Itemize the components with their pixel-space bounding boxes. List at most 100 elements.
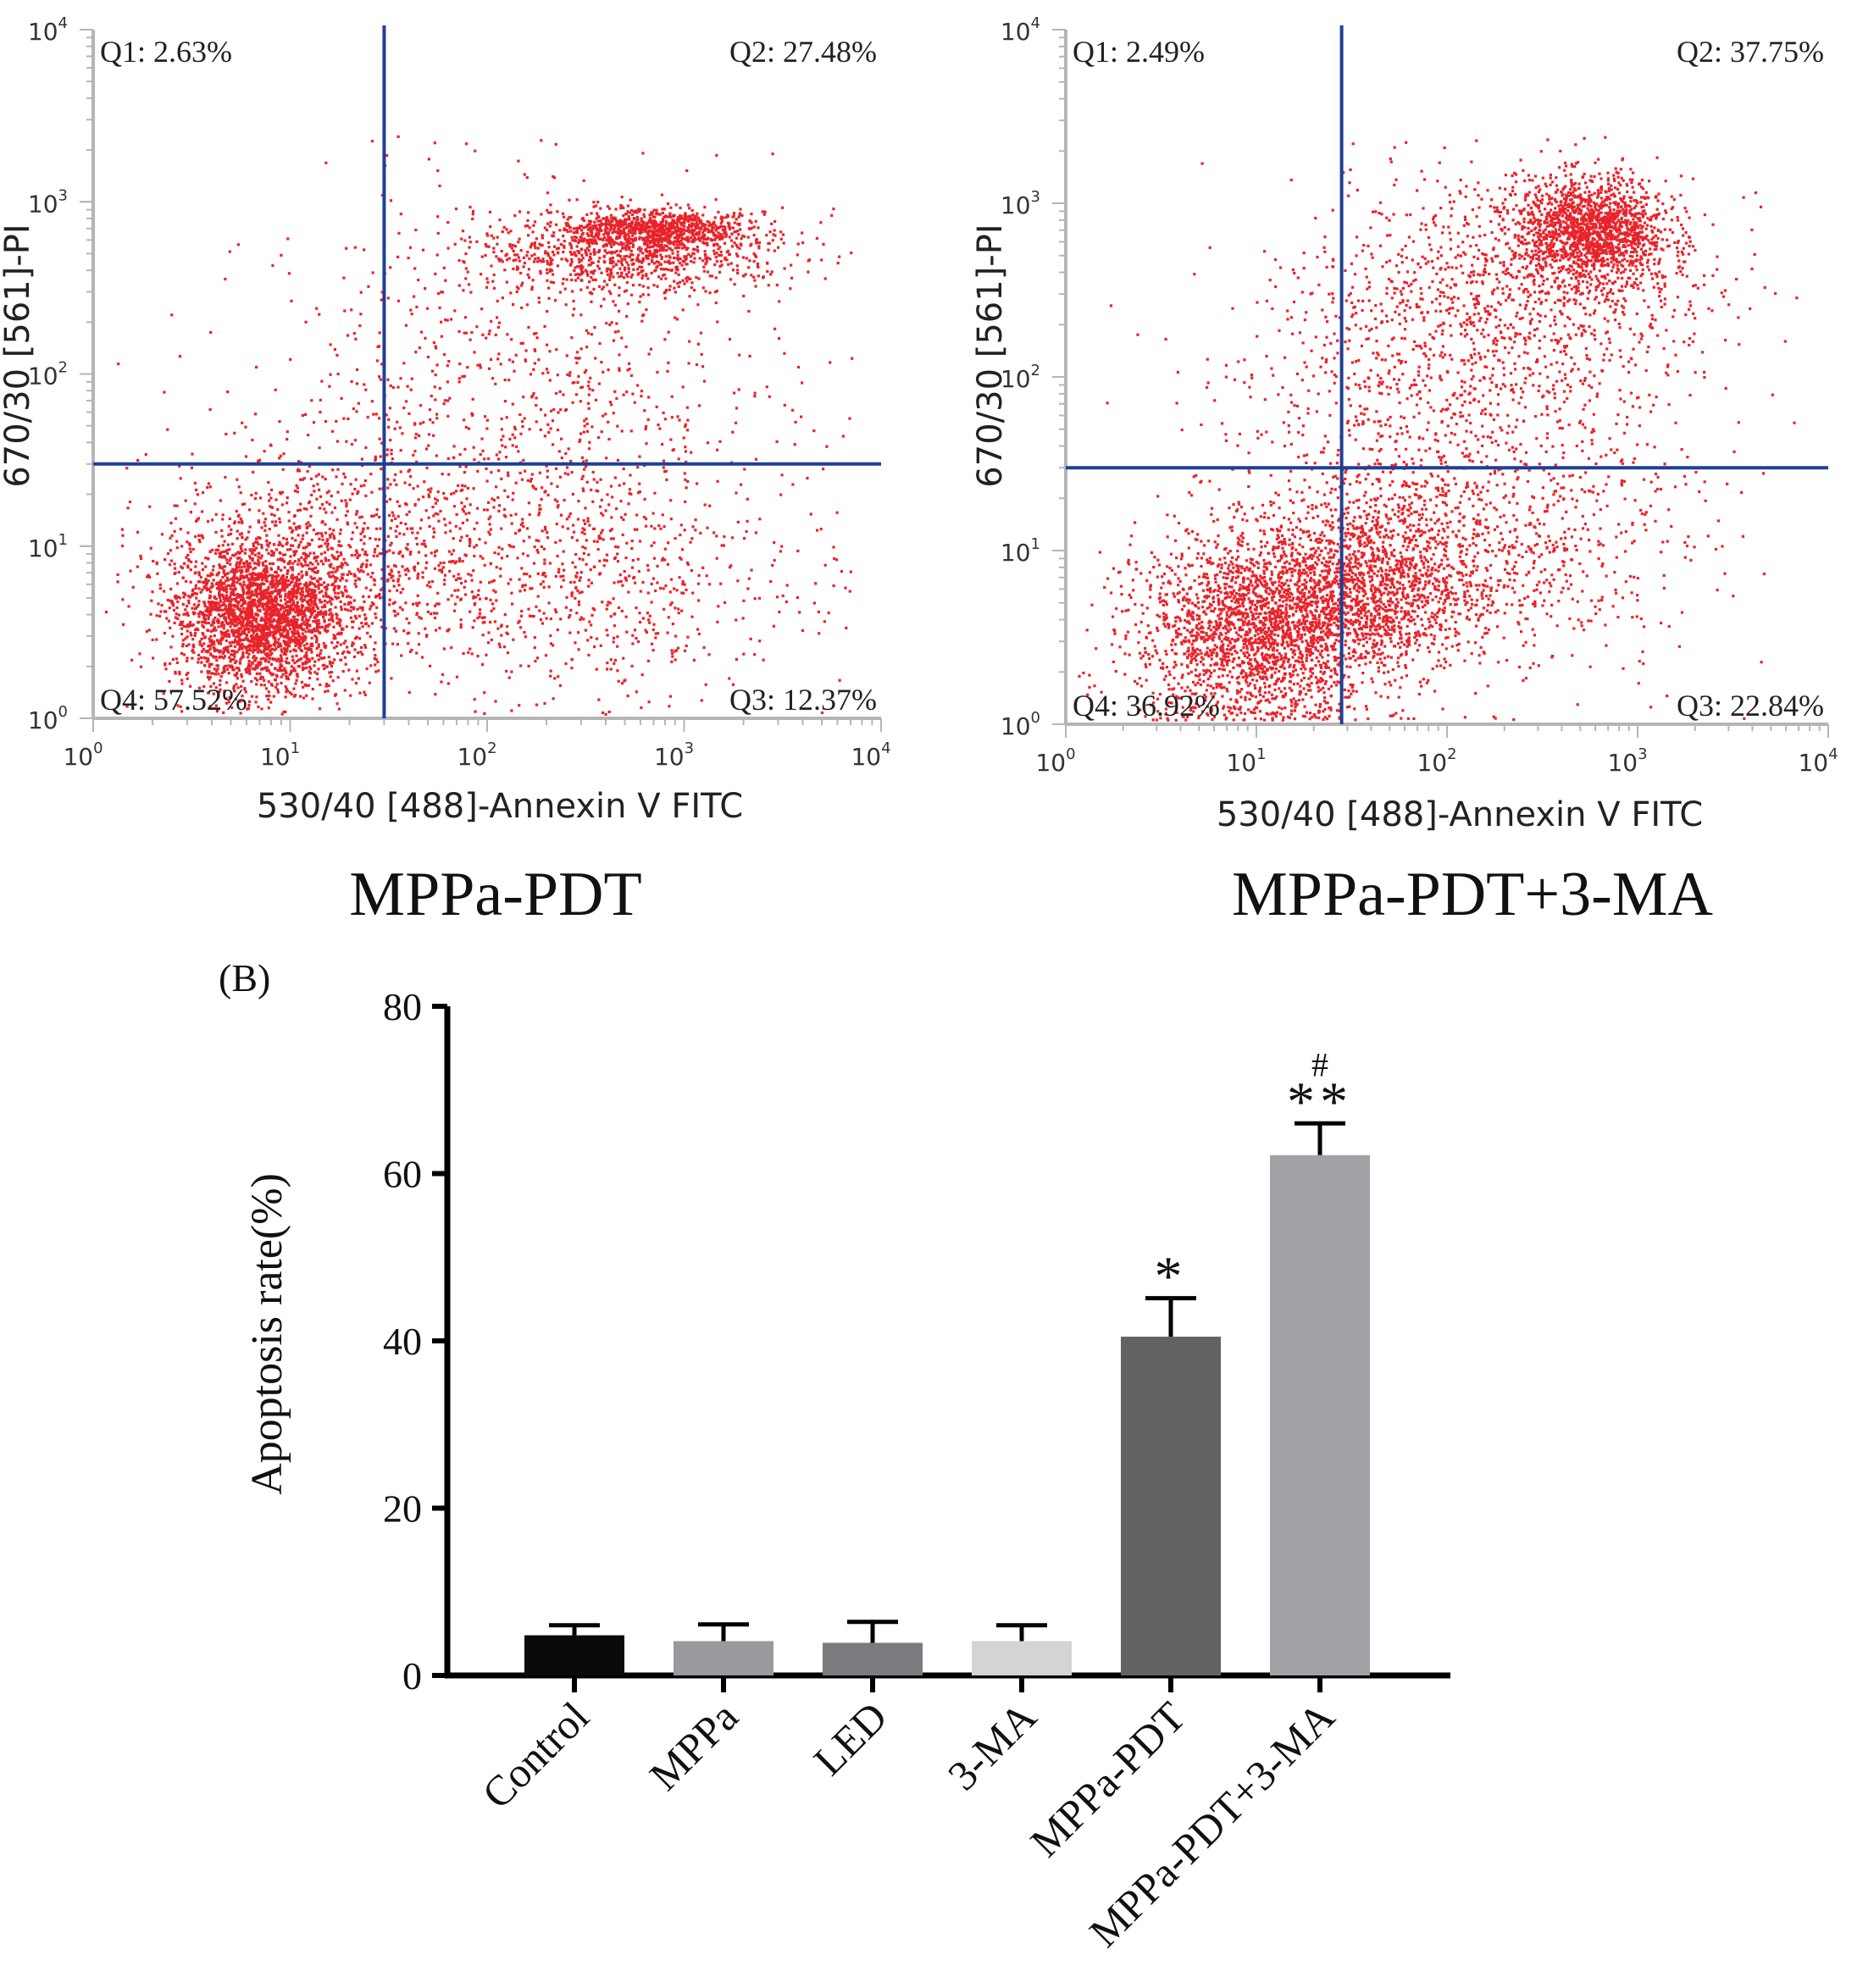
scatter-point [269, 644, 273, 647]
scatter-point [624, 235, 627, 238]
scatter-point [782, 241, 785, 245]
scatter-point [229, 532, 233, 535]
scatter-point [324, 531, 327, 534]
scatter-point [190, 560, 193, 563]
scatter-point [263, 602, 266, 606]
scatter-point [570, 536, 574, 540]
scatter-point [201, 562, 204, 565]
scatter-point [534, 246, 537, 250]
scatter-point [186, 566, 190, 569]
scatter-point [257, 558, 260, 562]
scatter-point [590, 224, 594, 228]
scatter-point [579, 229, 583, 232]
scatter-point [360, 563, 363, 567]
scatter-point [251, 627, 254, 630]
scatter-point [651, 245, 655, 248]
scatter-point [297, 632, 301, 635]
scatter-point [211, 608, 214, 612]
scatter-point [264, 560, 268, 563]
scatter-point [200, 612, 203, 615]
scatter-point [629, 237, 633, 241]
scatter-point [210, 662, 213, 666]
scatter-point [635, 211, 639, 214]
scatter-point [266, 648, 269, 651]
scatter-point [279, 608, 282, 612]
scatter-point [425, 466, 429, 470]
scatter-point [333, 584, 336, 589]
scatter-point [292, 576, 297, 579]
scatter-point [770, 222, 773, 225]
scatter-point [360, 515, 363, 518]
scatter-point [252, 637, 256, 640]
scatter-point [173, 621, 176, 625]
scatter-point [163, 631, 166, 635]
scatter-point [656, 264, 659, 268]
scatter-point [530, 288, 534, 291]
scatter-point [594, 240, 597, 243]
scatter-point [714, 198, 718, 202]
scatter-point [280, 675, 283, 678]
scatter-point [704, 223, 707, 226]
scatter-point [344, 589, 347, 592]
scatter-point [599, 237, 602, 241]
scatter-point [443, 496, 446, 500]
scatter-point [726, 221, 730, 224]
scatter-point [546, 475, 549, 479]
scatter-point [219, 579, 223, 582]
scatter-point [754, 285, 757, 288]
scatter-point [277, 543, 280, 546]
scatter-point [279, 595, 282, 598]
scatter-point [373, 648, 376, 651]
scatter-point [260, 593, 263, 596]
scatter-point [311, 562, 314, 566]
scatter-point [248, 667, 252, 671]
scatter-point [245, 570, 248, 573]
scatter-point [354, 682, 358, 685]
scatter-point [480, 437, 484, 440]
scatter-point [690, 236, 693, 240]
scatter-point [590, 261, 594, 264]
scatter-point [268, 628, 271, 631]
scatter-point [467, 573, 470, 576]
scatter-point [307, 599, 310, 602]
scatter-point [596, 264, 600, 268]
scatter-point [302, 655, 306, 658]
scatter-point [186, 656, 189, 660]
scatter-point [327, 618, 331, 622]
scatter-point [231, 568, 235, 571]
scatter-point [232, 657, 236, 662]
scatter-point [241, 535, 244, 539]
scatter-point [696, 216, 700, 219]
scatter-point [535, 549, 539, 552]
scatter-point [254, 579, 258, 582]
scatter-point [541, 580, 545, 584]
scatter-point [592, 201, 596, 204]
scatter-point [233, 655, 236, 658]
scatter-point [267, 641, 270, 645]
scatter-point [267, 690, 270, 694]
scatter-point [624, 218, 628, 221]
scatter-point [316, 678, 319, 681]
scatter-point [225, 681, 229, 684]
scatter-point [686, 275, 690, 279]
scatter-point [240, 622, 243, 625]
scatter-point [189, 550, 192, 554]
scatter-point [400, 654, 403, 657]
scatter-point [275, 580, 279, 584]
scatter-point [247, 630, 251, 634]
scatter-point [830, 213, 834, 217]
scatter-point [248, 555, 252, 558]
scatter-point [198, 640, 202, 644]
scatter-point [284, 617, 287, 620]
scatter-point [207, 615, 210, 618]
scatter-point [540, 260, 543, 263]
scatter-point [247, 602, 250, 606]
scatter-point [612, 224, 615, 227]
scatter-point [238, 608, 242, 612]
scatter-point [257, 635, 261, 639]
scatter-point [432, 527, 435, 530]
scatter-point [418, 601, 421, 605]
scatter-point [289, 555, 292, 558]
scatter-point [625, 245, 629, 248]
scatter-point [734, 230, 737, 234]
